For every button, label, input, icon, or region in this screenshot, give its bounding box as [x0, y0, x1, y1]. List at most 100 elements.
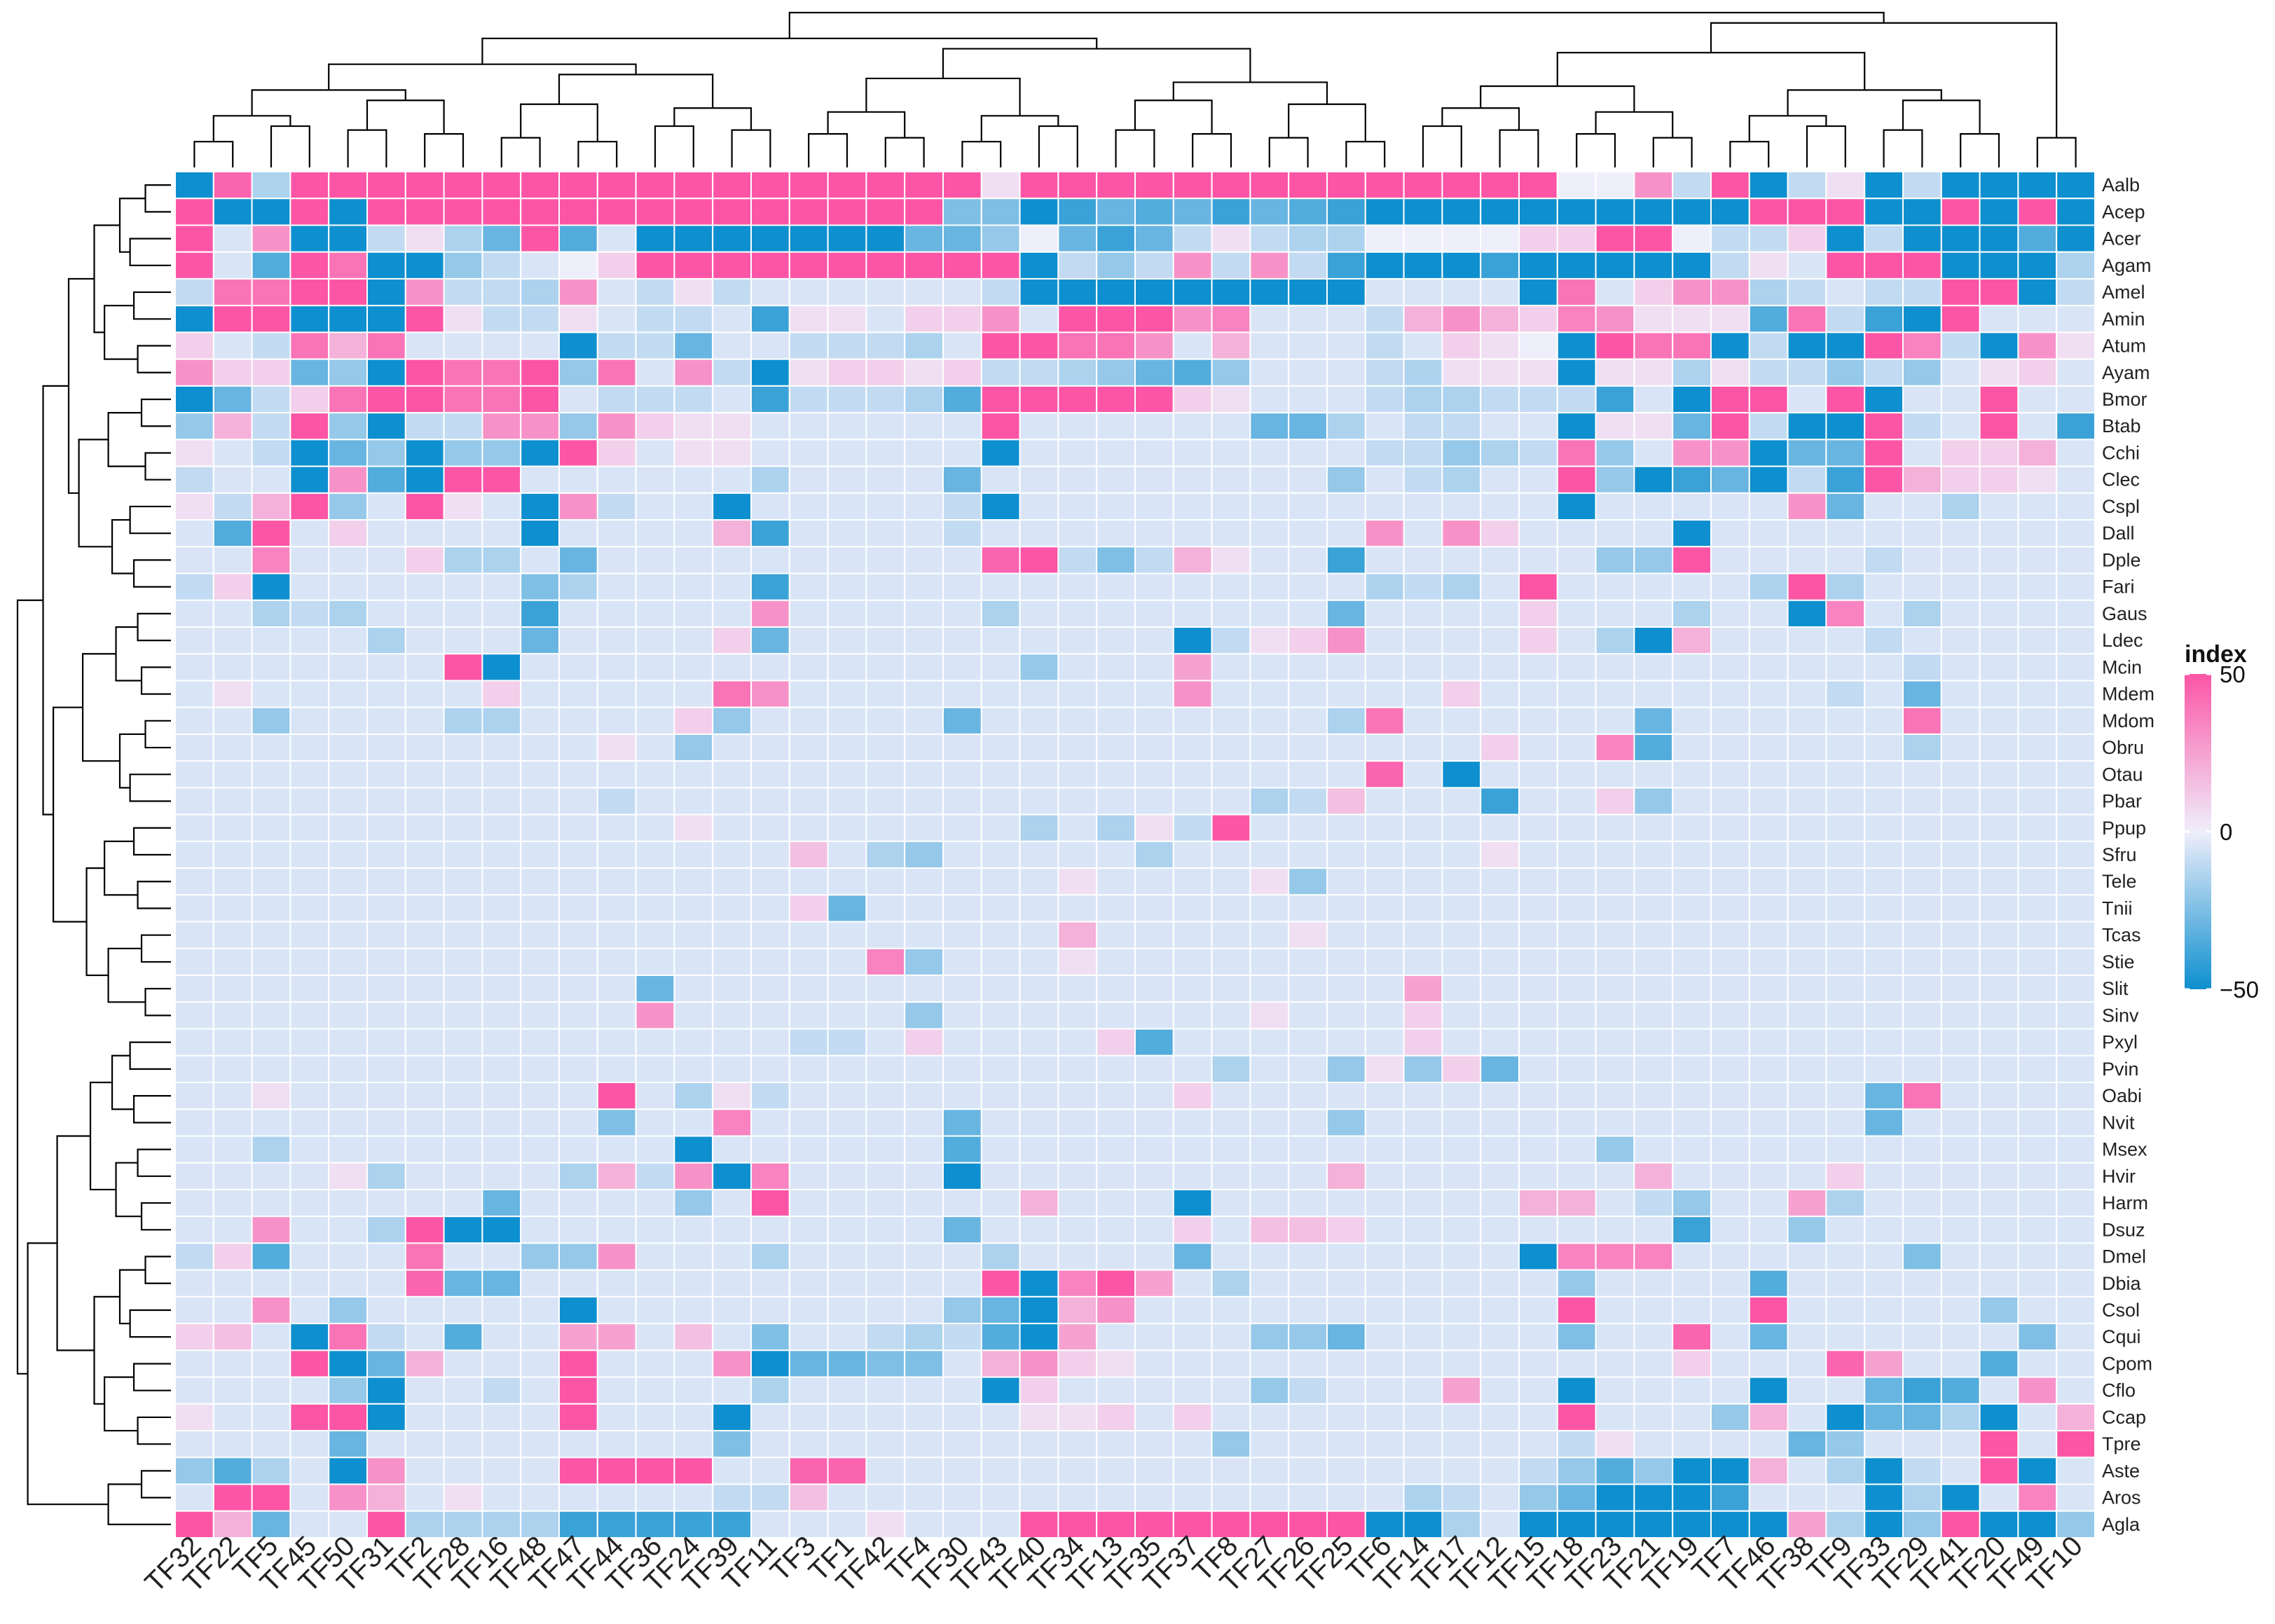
heatmap-cell [366, 1216, 406, 1244]
heatmap-cell [366, 465, 406, 494]
heatmap-cell [1326, 171, 1366, 200]
heatmap-cell [1825, 1054, 1866, 1084]
heatmap-cell [443, 358, 483, 387]
heatmap-cell [2056, 653, 2096, 682]
heatmap-cell [1633, 653, 1674, 682]
heatmap-cell [1864, 277, 1904, 307]
heatmap-cell [1864, 706, 1904, 735]
heatmap-cell [251, 439, 291, 467]
heatmap-cell [289, 224, 330, 253]
heatmap-cell [980, 975, 1021, 1003]
heatmap-cell [1480, 760, 1520, 789]
heatmap-cell [1249, 1376, 1290, 1405]
heatmap-cell [1364, 1483, 1405, 1512]
heatmap-cell [481, 198, 522, 226]
heatmap-cell [788, 1430, 829, 1459]
heatmap-cell [1556, 171, 1597, 200]
heatmap-cell [1441, 975, 1482, 1003]
heatmap-cell [1480, 251, 1520, 280]
heatmap-cell [1518, 251, 1558, 280]
heatmap-cell [1288, 1108, 1328, 1137]
heatmap-cell [1057, 1108, 1098, 1137]
heatmap-cell [1057, 1188, 1098, 1218]
heatmap-cell [1864, 305, 1904, 333]
heatmap-cell [1787, 1510, 1827, 1539]
heatmap-cell [1940, 171, 1981, 200]
heatmap-cell [1710, 1242, 1750, 1271]
heatmap-cell [212, 1054, 253, 1084]
heatmap-cell [1134, 224, 1174, 253]
heatmap-cell [366, 1135, 406, 1164]
heatmap-cell [1940, 465, 1981, 494]
heatmap-cell [212, 1403, 253, 1432]
heatmap-cell [1940, 813, 1981, 842]
heatmap-cell [1787, 840, 1827, 869]
heatmap-cell [1556, 1269, 1597, 1298]
heatmap-cell [174, 305, 214, 333]
heatmap-cell [1057, 224, 1098, 253]
heatmap-cell [904, 305, 944, 333]
heatmap-cell [1441, 1108, 1482, 1137]
heatmap-cell [635, 840, 675, 869]
heatmap-cell [750, 1028, 790, 1057]
heatmap-cell [1902, 224, 1942, 253]
heatmap-cell [1441, 840, 1482, 869]
column-dendrogram-branch [980, 115, 1059, 142]
heatmap-cell [1556, 224, 1597, 253]
heatmap-cell [212, 1028, 253, 1057]
heatmap-cell [1864, 947, 1904, 977]
heatmap-cell [1556, 813, 1597, 842]
heatmap-cell [1518, 465, 1558, 494]
heatmap-cell [673, 358, 714, 387]
heatmap-cell [328, 1188, 369, 1218]
heatmap-cell [1211, 1135, 1251, 1164]
heatmap-cell [404, 733, 445, 762]
heatmap-cell [1326, 840, 1366, 869]
heatmap-cell [1249, 572, 1290, 601]
heatmap-cell [2056, 975, 2096, 1003]
heatmap-cell [1364, 733, 1405, 762]
heatmap-cell [596, 519, 637, 548]
heatmap-cell [2017, 733, 2058, 762]
heatmap-cell [1633, 277, 1674, 307]
heatmap-cell [635, 1108, 675, 1137]
heatmap-cell [788, 760, 829, 789]
heatmap-cell [1211, 1510, 1251, 1539]
heatmap-cell [1403, 1483, 1443, 1512]
heatmap-cell [1672, 439, 1712, 467]
heatmap-cell [1787, 224, 1827, 253]
heatmap-cell [750, 706, 790, 735]
heatmap-cell [1480, 412, 1520, 441]
heatmap-cell [1019, 385, 1059, 414]
heatmap-cell [980, 198, 1021, 226]
heatmap-cell [1787, 1457, 1827, 1485]
heatmap-cell [443, 1028, 483, 1057]
heatmap-cell [1864, 1216, 1904, 1244]
heatmap-cell [251, 975, 291, 1003]
heatmap-cell [1864, 439, 1904, 467]
heatmap-cell [1556, 465, 1597, 494]
heatmap-cell [942, 733, 982, 762]
heatmap-cell [2017, 1028, 2058, 1057]
heatmap-cell [1288, 546, 1328, 574]
heatmap-cell [1019, 626, 1059, 655]
heatmap-cell [750, 1403, 790, 1432]
heatmap-cell [750, 305, 790, 333]
heatmap-cell [1326, 894, 1366, 923]
row-label: Pvin [2102, 1059, 2139, 1080]
heatmap-cell [827, 305, 867, 333]
heatmap-cell [1864, 385, 1904, 414]
heatmap-cell [673, 760, 714, 789]
heatmap-cell [1825, 706, 1866, 735]
heatmap-cell [1902, 1028, 1942, 1057]
heatmap-cell [596, 305, 637, 333]
heatmap-cell [1864, 198, 1904, 226]
heatmap-cell [1710, 224, 1750, 253]
heatmap-cell [1096, 947, 1136, 977]
heatmap-cell [1556, 1457, 1597, 1485]
heatmap-cell [212, 760, 253, 789]
heatmap-cell [404, 1054, 445, 1084]
heatmap-cell [1403, 198, 1443, 226]
heatmap-cell [1019, 1162, 1059, 1190]
heatmap-cell [289, 198, 330, 226]
